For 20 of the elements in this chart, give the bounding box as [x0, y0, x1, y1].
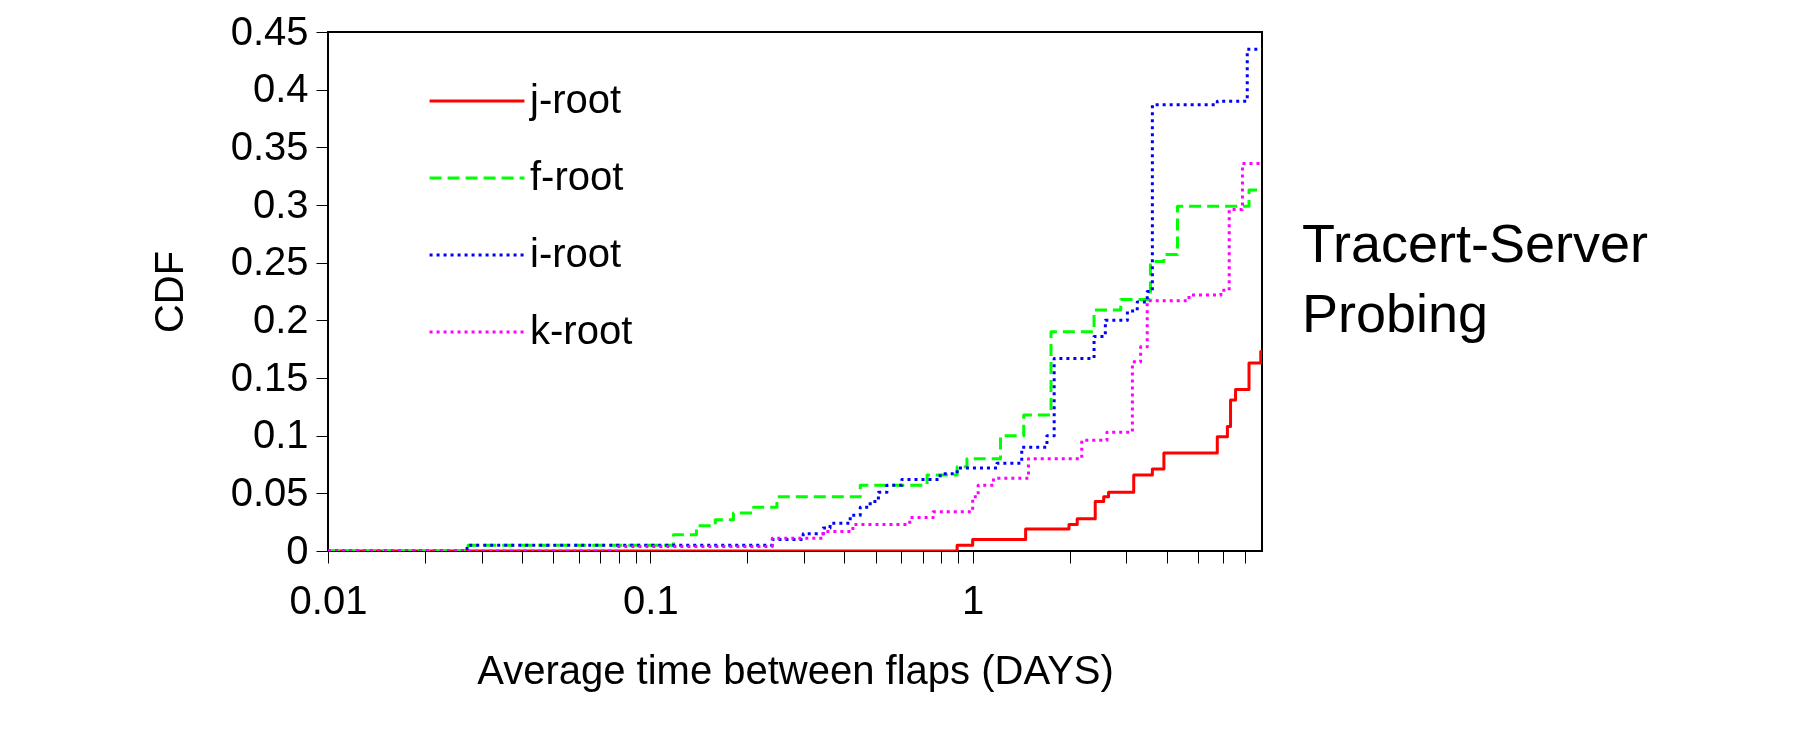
x-tick-label: 0.01 [289, 577, 368, 622]
x-axis-title: Average time between flaps (DAYS) [477, 647, 1114, 692]
legend-label: k-root [530, 308, 633, 352]
y-tick-label: 0.3 [252, 181, 309, 226]
y-tick-label: 0.25 [230, 239, 309, 284]
y-tick-label: 0.05 [230, 469, 309, 514]
y-tick-label: 0.2 [252, 296, 309, 341]
y-tick-label: 0.35 [230, 123, 309, 168]
x-tick-label: 0.1 [623, 577, 679, 622]
y-axis-title: CDF [146, 250, 191, 334]
y-tick-label: 0 [286, 527, 309, 572]
x-tick-label: 1 [962, 577, 985, 622]
y-tick-label: 0.15 [230, 354, 309, 399]
legend-label: j-root [529, 77, 622, 121]
y-tick-label: 0.45 [230, 8, 309, 53]
y-tick-label: 0.4 [252, 66, 309, 111]
legend-label: i-root [530, 231, 622, 275]
y-tick-label: 0.1 [252, 412, 309, 457]
legend-label: f-root [530, 154, 624, 198]
text: Tracert-Server Probing [1302, 212, 1649, 343]
